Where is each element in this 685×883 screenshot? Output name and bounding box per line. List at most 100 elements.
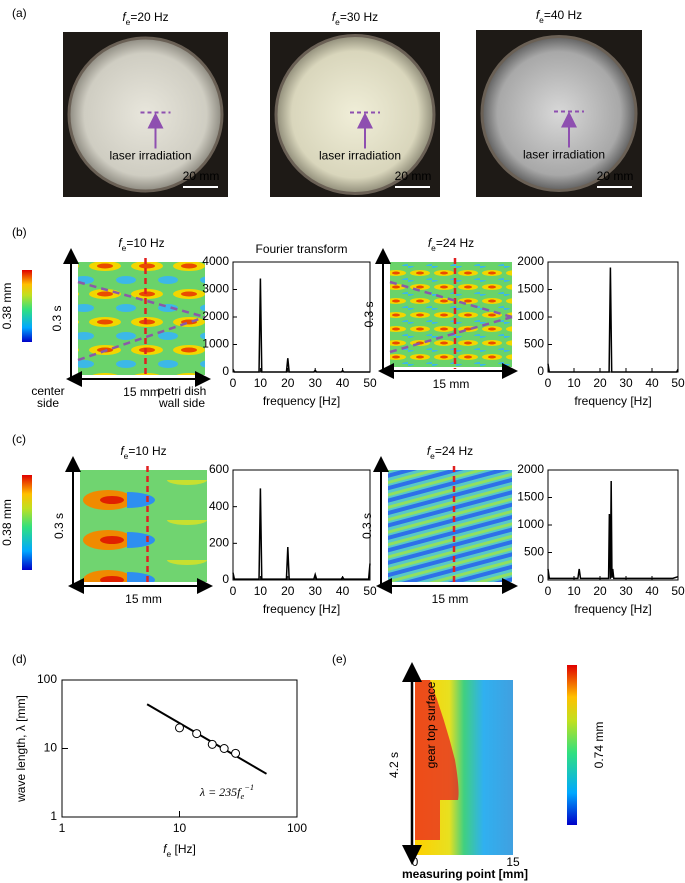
time-label: 0.3 s [362, 301, 376, 327]
text-part: f [536, 8, 541, 22]
heatmap-title: fe=10 Hz [120, 444, 166, 461]
x-tick-label: 20 [593, 584, 607, 598]
plot-frame [61, 679, 298, 818]
heatmap [390, 262, 512, 367]
text-part: f [427, 444, 432, 458]
heatmap-region [415, 680, 459, 840]
x-axis-label: frequency [Hz] [263, 602, 340, 616]
text-part: e [539, 15, 544, 25]
x-tick-label: 40 [336, 584, 350, 598]
x-axis-label: frequency [Hz] [574, 394, 651, 408]
x-axis-label: measuring point [mm] [402, 867, 528, 881]
y-tick-label: 2000 [517, 462, 544, 476]
x-tick-label: 0 [230, 376, 237, 390]
text-part: e [430, 451, 435, 461]
x-tick-label: 10 [254, 584, 268, 598]
plot-frame [547, 261, 679, 373]
scale-label: 20 mm [597, 169, 634, 183]
spectrum-line [547, 480, 679, 580]
text-part: f [428, 236, 433, 250]
y-tick-label: 500 [524, 337, 544, 351]
time-label: 0.3 s [52, 513, 66, 539]
x-tick-label: 40 [645, 584, 659, 598]
text-part: f [120, 444, 125, 458]
x-tick-label: 100 [287, 821, 307, 835]
text-part: f [163, 842, 168, 856]
x-tick-label: 20 [593, 376, 607, 390]
x-axis-label: frequency [Hz] [574, 602, 651, 616]
x-tick-label: 20 [281, 376, 295, 390]
plot-frame [547, 469, 679, 581]
y-tick-label: 600 [209, 462, 229, 476]
text-part: e [126, 17, 131, 27]
side-label: petri dish [158, 384, 207, 398]
x-tick-label: 10 [567, 376, 581, 390]
x-tick-label: 30 [619, 376, 633, 390]
spectrum-line [547, 267, 679, 373]
y-tick-label: 2000 [517, 254, 544, 268]
text-part: =30 Hz [340, 10, 378, 24]
panel-label: (e) [332, 652, 347, 666]
x-tick-label: 50 [363, 376, 377, 390]
text-part: f [122, 10, 127, 24]
equation: λ = 235fe−1 [199, 783, 254, 801]
colorbar-label: 0.38 mm [0, 499, 14, 546]
colorbar-label: 0.38 mm [0, 283, 14, 330]
panel-label: (c) [12, 432, 26, 446]
photo-title: fe=20 Hz [122, 10, 168, 27]
x-tick-label: 15 [506, 855, 520, 869]
photo-title: fe=40 Hz [536, 8, 582, 25]
side-label: center [31, 384, 64, 398]
heatmap [388, 470, 512, 582]
y-tick-label: 0 [537, 364, 544, 378]
length-label: 15 mm [432, 592, 469, 606]
y-tick-label: 1000 [517, 517, 544, 531]
x-tick-label: 0 [412, 855, 419, 869]
text-part: =20 Hz [130, 10, 168, 24]
colorbar-label: 0.74 mm [592, 722, 606, 769]
data-point [207, 739, 217, 749]
x-tick-label: 40 [645, 376, 659, 390]
y-tick-label: 500 [524, 545, 544, 559]
photo-title: fe=30 Hz [332, 10, 378, 27]
scale-label: 20 mm [183, 169, 220, 183]
wave-line [77, 280, 206, 319]
x-tick-label: 0 [545, 376, 552, 390]
side-label: side [37, 396, 59, 410]
plot-frame [232, 469, 371, 581]
heatmap-title: fe=10 Hz [118, 236, 164, 253]
y-tick-label: 1500 [517, 490, 544, 504]
side-label: wall side [158, 396, 205, 410]
text-part: e [124, 451, 129, 461]
text-part: f [332, 10, 337, 24]
text-part: f [118, 236, 123, 250]
text-part: −1 [244, 783, 254, 792]
panel-label: (b) [12, 225, 27, 239]
photo-annotation: laser irradiation [319, 149, 401, 163]
wave-line [77, 315, 206, 362]
x-tick-label: 50 [671, 376, 685, 390]
time-label: 0.3 s [50, 305, 64, 331]
text-part: e [167, 849, 172, 859]
x-tick-label: 10 [173, 821, 187, 835]
x-tick-label: 1 [59, 821, 66, 835]
text-part: =10 Hz [126, 236, 164, 250]
petri-dish [67, 36, 224, 193]
y-tick-label: 1000 [517, 309, 544, 323]
text-part: [Hz] [171, 842, 196, 856]
y-tick-label: 0 [222, 364, 229, 378]
colorbar [22, 270, 32, 342]
time-label: 4.2 s [387, 752, 401, 778]
data-point [231, 748, 241, 758]
y-tick-label: 0 [537, 572, 544, 586]
colorbar [567, 665, 577, 825]
x-tick-label: 30 [309, 584, 323, 598]
y-tick-label: 1500 [517, 282, 544, 296]
petri-dish [274, 34, 436, 195]
photo-annotation: laser irradiation [109, 149, 191, 163]
x-tick-label: 30 [619, 584, 633, 598]
plot-frame [232, 261, 371, 373]
wave-line [389, 315, 513, 354]
time-label: 0.3 s [360, 513, 374, 539]
